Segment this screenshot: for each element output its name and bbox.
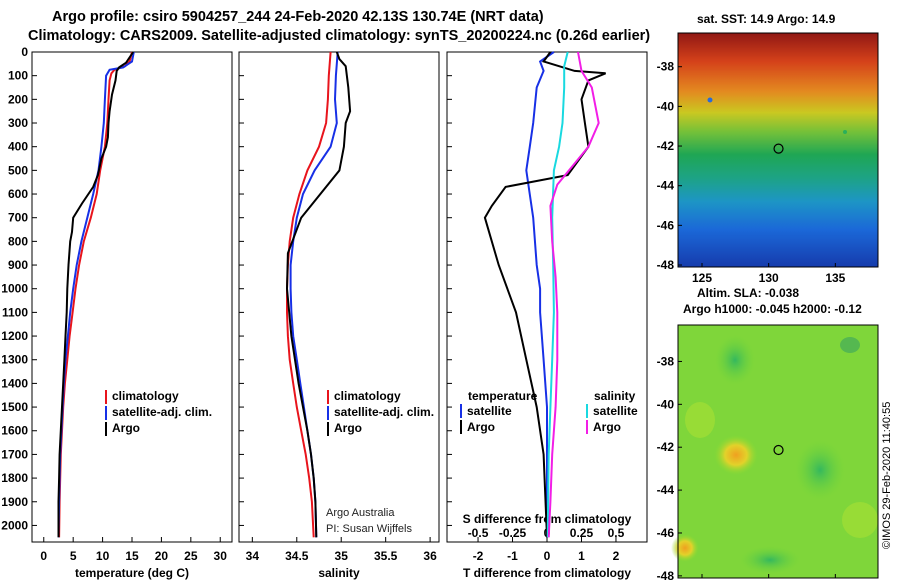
x-tick-label: 1 [578,549,585,563]
legend-climatology: climatology [112,389,179,403]
x-tick-label: 0 [544,549,551,563]
sla-map-title-2: Argo h1000: -0.045 h2000: -0.12 [683,302,862,316]
map-x-tick-label: 125 [692,271,712,285]
sla-argo-marker [773,444,784,456]
y-tick-label: 1200 [1,329,28,343]
legend-temp-satellite: satellite [467,404,512,418]
legend-satellite: satellite-adj. clim. [334,405,434,419]
map-y-tick-label: -44 [657,483,675,497]
legend-salinity-title: salinity [594,389,636,403]
x-tick-label: -2 [473,549,484,563]
timestamp-stamp: ©IMOS 29-Feb-2020 11:40:55 [881,402,893,549]
legend-satellite: satellite-adj. clim. [112,405,212,419]
y-tick-label: 1900 [1,495,28,509]
x-tick-label: -1 [507,549,518,563]
legend-argo: Argo [112,421,140,435]
credit-line-1: Argo Australia [326,507,395,519]
y-tick-label: 200 [8,92,28,106]
map-y-tick-label: -42 [657,139,675,153]
salinity-panel: 34 34.5 35 35.5 36 salinity [238,51,440,580]
credit-line-2: PI: Susan Wijffels [326,523,412,535]
sla-map-title-1: Altim. SLA: -0.038 [697,286,799,300]
y-tick-label: 400 [8,140,28,154]
y-tick-label: 900 [8,258,28,272]
map-x-tick-label: 130 [759,271,779,285]
difference-legend: temperature salinity satellite Argo sate… [460,389,638,434]
series-line-temperature-argo [483,51,606,538]
salinity-legend: climatology satellite-adj. clim. Argo Ar… [326,389,434,535]
x-axis-label: temperature (deg C) [75,566,189,580]
map-y-tick-label: -38 [657,354,675,368]
y-tick-label: 1300 [1,353,28,367]
top-x-tick-label: -0.5 [468,526,489,540]
y-tick-label: 700 [8,211,28,225]
x-axis-label: T difference from climatology [463,566,631,580]
x-tick-label: 30 [214,549,228,563]
title-line-1: Argo profile: csiro 5904257_244 24-Feb-2… [52,9,544,25]
y-tick-label: 800 [8,234,28,248]
map-x-tick-label: 135 [825,271,845,285]
x-tick-label: 0 [40,549,47,563]
sst-map-title: sat. SST: 14.9 Argo: 14.9 [697,12,836,26]
y-tick-label: 1100 [2,305,28,319]
map-y-tick-label: -40 [657,99,675,113]
map-y-tick-label: -44 [657,179,675,193]
sst-argo-marker [773,143,784,154]
x-tick-label: 35 [335,549,349,563]
x-tick-label: 36 [423,549,437,563]
y-tick-label: 1000 [1,282,28,296]
y-tick-label: 1800 [1,471,28,485]
legend-temperature-title: temperature [468,389,538,403]
legend-sal-argo: Argo [593,420,621,434]
x-tick-label: 10 [96,549,110,563]
top-x-tick-label: 0.25 [570,526,594,540]
map-y-tick-label: -40 [657,397,675,411]
x-tick-label: 35.5 [374,549,398,563]
plot-frame [238,51,440,543]
legend-climatology: climatology [334,389,401,403]
series-line-salinity-satellite [546,51,569,538]
temperature-legend: climatology satellite-adj. clim. Argo [105,389,212,436]
y-tick-label: 1600 [1,424,28,438]
x-tick-label: 25 [184,549,198,563]
series-line-temperature-satellite [525,51,555,538]
map-y-tick-label: -46 [657,218,675,232]
series-line-argo [285,51,352,538]
y-tick-label: 1500 [1,400,28,414]
series-line-salinity-argo [547,51,600,538]
y-tick-label: 2000 [1,518,28,532]
top-x-tick-label: -0.25 [499,526,527,540]
map-y-tick-label: -46 [657,526,675,540]
legend-temp-argo: Argo [467,420,495,434]
x-tick-label: 2 [613,549,620,563]
map-y-tick-label: -48 [657,569,675,580]
series-line-argo [57,51,135,538]
title-line-2: Climatology: CARS2009. Satellite-adjuste… [28,28,650,44]
y-tick-label: 600 [8,187,28,201]
x-tick-label: 34 [246,549,260,563]
sla-map: Altim. SLA: -0.038 Argo h1000: -0.045 h2… [657,286,893,580]
top-x-tick-label: 0.5 [608,526,625,540]
y-tick-label: 100 [8,69,28,83]
temperature-panel: 0 5 10 15 20 25 30 temperature (deg C) 0 100 200 30… [1,45,233,580]
y-tick-label: 500 [8,163,28,177]
y-tick-label: 0 [21,45,28,59]
x-tick-label: 5 [70,549,77,563]
map-y-tick-label: -48 [657,258,675,272]
x-tick-label: 20 [155,549,169,563]
legend-sal-satellite: satellite [593,404,638,418]
difference-panel: -2 -1 0 1 2 T difference from climatology -0.5… [446,51,648,580]
x-tick-label: 34.5 [285,549,309,563]
plot-frame [31,51,233,543]
x-axis-label: salinity [318,566,360,580]
y-tick-label: 1700 [1,447,28,461]
map-y-tick-label: -38 [657,60,675,74]
y-tick-label: 1400 [1,376,28,390]
map-y-tick-label: -42 [657,440,675,454]
y-tick-label: 300 [8,116,28,130]
sst-map: sat. SST: 14.9 Argo: 14.9 125 130 135 -38 -4… [657,12,879,285]
legend-argo: Argo [334,421,362,435]
x-tick-label: 15 [125,549,139,563]
